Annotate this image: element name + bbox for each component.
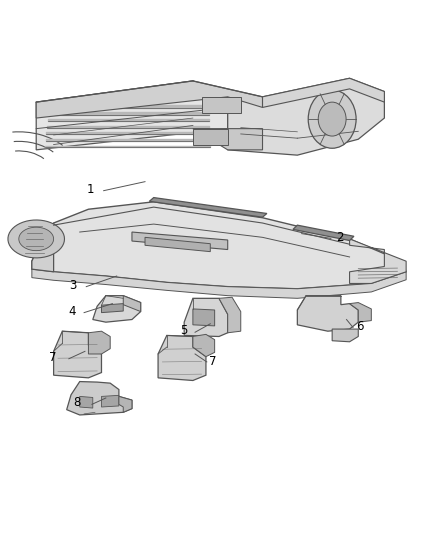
Polygon shape xyxy=(53,331,102,378)
Polygon shape xyxy=(80,397,93,408)
Circle shape xyxy=(318,102,346,136)
Polygon shape xyxy=(228,78,385,155)
Text: 6: 6 xyxy=(356,320,364,333)
Polygon shape xyxy=(93,296,141,322)
Polygon shape xyxy=(32,269,406,298)
Text: 4: 4 xyxy=(69,305,76,318)
Text: 1: 1 xyxy=(86,183,94,196)
Text: 7: 7 xyxy=(209,354,217,368)
Text: 3: 3 xyxy=(69,279,76,292)
Polygon shape xyxy=(332,329,358,342)
Text: 5: 5 xyxy=(180,325,187,337)
Polygon shape xyxy=(219,297,241,333)
Polygon shape xyxy=(132,232,228,249)
Polygon shape xyxy=(36,81,262,118)
Polygon shape xyxy=(67,382,132,415)
Polygon shape xyxy=(293,225,354,240)
Polygon shape xyxy=(145,237,210,252)
Text: 2: 2 xyxy=(336,230,343,244)
Polygon shape xyxy=(88,331,110,354)
Polygon shape xyxy=(123,296,141,312)
Text: 7: 7 xyxy=(49,351,57,364)
Polygon shape xyxy=(119,397,132,413)
Polygon shape xyxy=(158,335,206,381)
Polygon shape xyxy=(8,220,64,258)
Polygon shape xyxy=(193,128,228,144)
Polygon shape xyxy=(193,334,215,357)
Polygon shape xyxy=(350,239,406,284)
Text: 8: 8 xyxy=(73,397,81,409)
Polygon shape xyxy=(350,303,371,322)
Polygon shape xyxy=(193,309,215,326)
Polygon shape xyxy=(201,97,241,113)
Polygon shape xyxy=(184,298,228,336)
Polygon shape xyxy=(19,227,53,251)
Polygon shape xyxy=(102,395,119,407)
Polygon shape xyxy=(297,296,358,331)
Polygon shape xyxy=(32,202,406,289)
Circle shape xyxy=(308,90,356,148)
Polygon shape xyxy=(36,81,228,150)
Polygon shape xyxy=(32,223,53,272)
Polygon shape xyxy=(193,128,262,150)
Polygon shape xyxy=(149,198,267,217)
Polygon shape xyxy=(102,304,123,313)
Polygon shape xyxy=(262,78,385,108)
